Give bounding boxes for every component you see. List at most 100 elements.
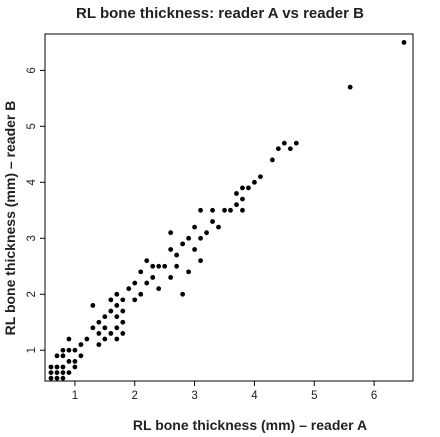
data-point: [114, 291, 120, 297]
data-point: [132, 297, 138, 303]
data-point: [138, 269, 144, 275]
data-point: [48, 364, 54, 370]
y-tick-label: 5: [26, 123, 38, 129]
data-point: [198, 258, 203, 264]
data-point: [180, 291, 186, 297]
data-point: [120, 308, 126, 314]
data-point: [180, 241, 186, 247]
data-point: [198, 235, 203, 241]
data-point: [120, 297, 126, 303]
data-point: [275, 146, 281, 152]
data-point: [240, 196, 245, 202]
data-point: [240, 185, 245, 191]
data-point: [293, 140, 299, 146]
y-axis: 1 2 3 4 5 6: [26, 67, 45, 353]
x-tick-label: 5: [311, 390, 317, 402]
data-point: [126, 286, 132, 292]
data-point: [54, 364, 60, 370]
x-tick-label: 3: [191, 390, 197, 402]
data-point: [60, 370, 66, 376]
data-point: [60, 364, 66, 370]
data-point: [168, 247, 174, 252]
y-tick-label: 2: [26, 291, 38, 297]
data-point: [204, 230, 209, 236]
data-point: [90, 303, 96, 308]
x-tick-label: 1: [72, 390, 78, 402]
data-point: [96, 319, 102, 325]
data-point: [258, 174, 263, 180]
data-point: [72, 364, 78, 370]
data-point: [162, 263, 168, 269]
data-point: [210, 219, 215, 224]
data-point: [192, 247, 197, 252]
data-point: [222, 207, 227, 213]
data-point: [54, 353, 60, 359]
data-point: [168, 230, 174, 236]
data-point: [252, 179, 257, 185]
plot-area-frame: [44, 33, 414, 382]
data-point: [150, 275, 156, 280]
data-point: [60, 347, 66, 353]
data-point: [114, 336, 120, 342]
data-point: [347, 84, 353, 90]
data-point: [114, 314, 120, 320]
chart-title: RL bone thickness: reader A vs reader B: [76, 5, 364, 22]
data-point: [132, 280, 138, 286]
data-point: [174, 252, 180, 258]
data-point: [78, 342, 84, 348]
data-point: [156, 286, 162, 292]
x-axis: 1 2 3 4 5 6: [72, 381, 377, 402]
data-point: [108, 297, 114, 303]
data-point: [84, 336, 90, 342]
data-point: [114, 325, 120, 331]
data-point: [108, 308, 114, 314]
data-point: [150, 263, 156, 269]
data-point: [102, 336, 108, 342]
data-point: [54, 375, 60, 381]
data-point: [120, 319, 126, 325]
y-tick-label: 3: [26, 235, 38, 241]
data-point: [228, 207, 233, 213]
data-point: [216, 224, 221, 230]
data-point: [54, 370, 60, 376]
data-point: [102, 325, 108, 331]
data-point: [287, 146, 293, 152]
data-point: [72, 347, 78, 353]
data-point: [198, 207, 203, 213]
data-point: [96, 331, 102, 336]
data-point: [156, 263, 162, 269]
data-point: [108, 331, 114, 336]
data-point: [48, 375, 54, 381]
data-point: [168, 275, 174, 280]
y-tick-label: 6: [26, 67, 38, 73]
x-axis-label: RL bone thickness (mm) – reader A: [133, 417, 367, 433]
data-point: [401, 39, 407, 45]
data-point: [120, 331, 126, 336]
data-point: [66, 347, 72, 353]
data-point: [60, 353, 66, 359]
data-point: [192, 224, 197, 230]
data-point: [234, 191, 239, 196]
data-point: [72, 359, 78, 364]
data-point: [90, 325, 96, 331]
data-point: [144, 258, 150, 264]
data-point: [144, 280, 150, 286]
data-point: [186, 235, 192, 241]
x-tick-label: 4: [251, 390, 258, 402]
data-point: [66, 336, 72, 342]
data-point: [102, 314, 108, 320]
data-point: [78, 353, 84, 359]
x-tick-label: 2: [132, 390, 138, 402]
y-axis-label: RL bone thickness (mm) – reader B: [2, 101, 18, 336]
data-point: [174, 263, 180, 269]
data-point: [66, 370, 72, 376]
y-tick-label: 4: [26, 179, 38, 186]
data-point: [269, 157, 275, 163]
data-point: [246, 185, 251, 191]
data-point: [234, 202, 239, 208]
data-points: [48, 39, 407, 381]
data-point: [60, 375, 66, 381]
y-tick-label: 1: [26, 347, 38, 353]
data-point: [210, 207, 215, 213]
